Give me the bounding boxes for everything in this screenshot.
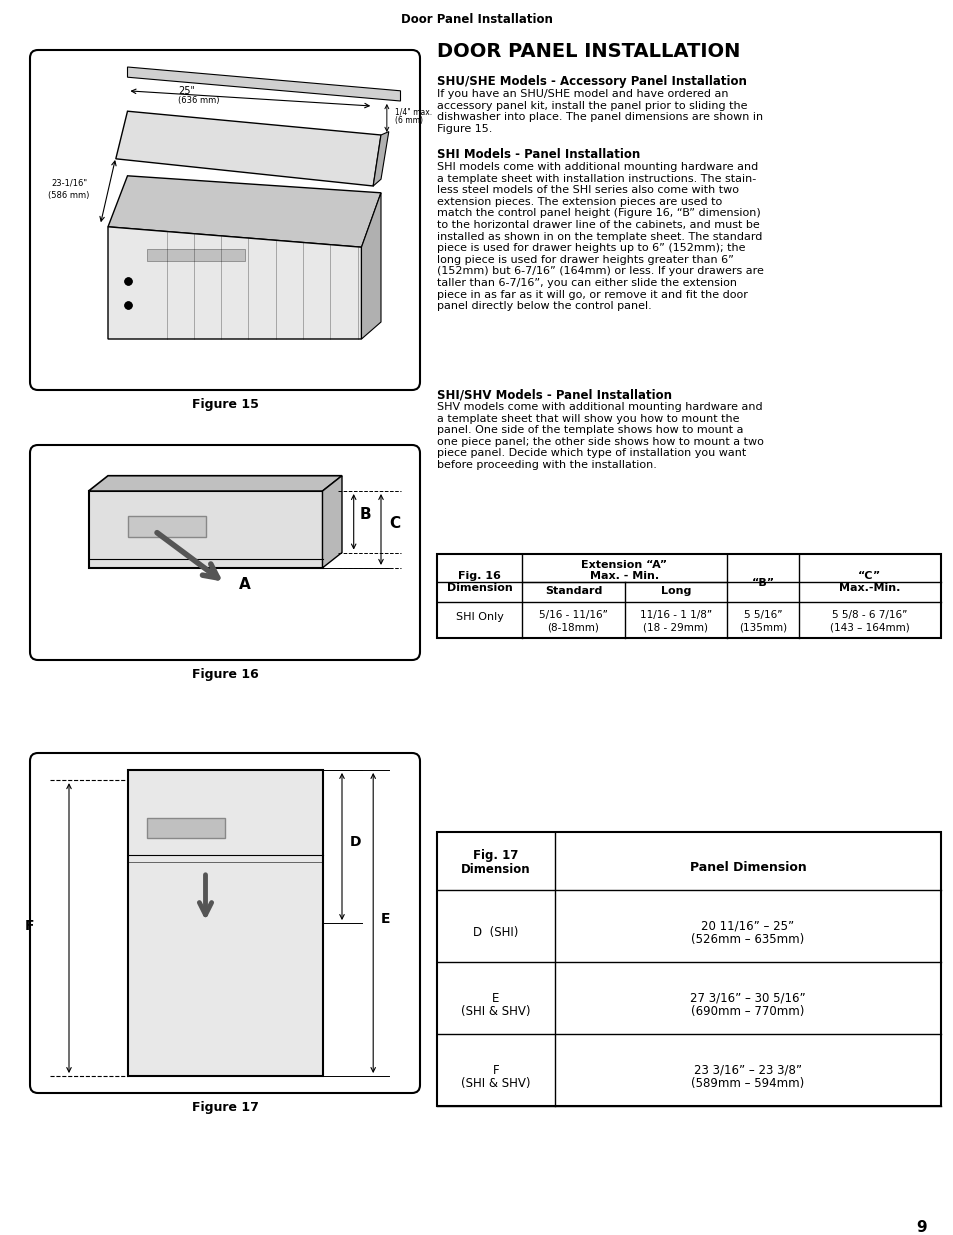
Polygon shape [89,475,341,492]
Text: Figure 16: Figure 16 [192,668,258,680]
Text: (SHI & SHV): (SHI & SHV) [460,1004,530,1018]
Text: Dimension: Dimension [460,863,530,876]
Text: SHI Only: SHI Only [456,613,503,622]
Bar [128,769,322,1076]
Polygon shape [115,111,380,186]
Text: (636 mm): (636 mm) [178,95,219,105]
Text: 27 3/16” – 30 5/16”: 27 3/16” – 30 5/16” [689,992,805,1004]
Text: E: E [492,992,499,1004]
Text: SHI/SHV Models - Panel Installation: SHI/SHV Models - Panel Installation [436,388,671,401]
Polygon shape [108,175,380,247]
Text: 5 5/8 - 6 7/16”: 5 5/8 - 6 7/16” [831,610,906,620]
Bar [128,516,205,537]
Text: SHU/SHE Models - Accessory Panel Installation: SHU/SHE Models - Accessory Panel Install… [436,75,746,88]
Bar [147,818,225,839]
Text: DOOR PANEL INSTALLATION: DOOR PANEL INSTALLATION [436,42,740,61]
Text: (135mm): (135mm) [739,622,786,632]
Text: 1/4" max.: 1/4" max. [395,107,432,116]
Text: 23-1/16": 23-1/16" [51,179,87,188]
Polygon shape [108,227,361,338]
Text: A: A [238,577,250,593]
Text: E: E [380,911,390,926]
Polygon shape [322,475,341,568]
Text: (SHI & SHV): (SHI & SHV) [460,1077,530,1089]
Bar [147,249,244,261]
Text: Standard: Standard [544,585,601,597]
Text: Figure 17: Figure 17 [192,1100,258,1114]
Bar [436,555,940,638]
Text: Fig. 16: Fig. 16 [457,571,500,580]
Text: Figure 15: Figure 15 [192,398,258,411]
Text: Max.-Min.: Max.-Min. [839,583,900,593]
Polygon shape [373,132,389,186]
Text: 5 5/16”: 5 5/16” [743,610,781,620]
Text: SHV models come with additional mounting hardware and
a template sheet that will: SHV models come with additional mounting… [436,403,763,471]
Text: Panel Dimension: Panel Dimension [689,861,805,874]
Text: Door Panel Installation: Door Panel Installation [400,14,553,26]
Text: D: D [350,836,361,850]
Text: (690mm – 770mm): (690mm – 770mm) [691,1004,803,1018]
Text: If you have an SHU/SHE model and have ordered an
accessory panel kit, install th: If you have an SHU/SHE model and have or… [436,89,762,133]
Text: 25": 25" [178,86,195,96]
Polygon shape [89,492,322,568]
Text: (589mm – 594mm): (589mm – 594mm) [691,1077,803,1089]
Text: 5/16 - 11/16”: 5/16 - 11/16” [538,610,607,620]
Text: Extension “A”: Extension “A” [580,559,667,571]
Text: (143 – 164mm): (143 – 164mm) [829,622,909,632]
Text: D  (SHI): D (SHI) [473,926,518,939]
Text: (6 mm): (6 mm) [395,116,422,125]
Text: “C”: “C” [858,571,881,580]
Polygon shape [361,193,380,338]
Text: B: B [359,506,371,521]
Text: (8-18mm): (8-18mm) [547,622,598,632]
Text: “B”: “B” [751,578,774,588]
Text: (586 mm): (586 mm) [49,191,90,200]
Text: Dimension: Dimension [446,583,512,593]
Text: F: F [492,1063,498,1077]
Text: 23 3/16” – 23 3/8”: 23 3/16” – 23 3/8” [693,1063,801,1077]
Text: C: C [389,516,399,531]
Text: 20 11/16” – 25”: 20 11/16” – 25” [700,920,794,932]
Text: Long: Long [660,585,691,597]
Text: (18 - 29mm): (18 - 29mm) [643,622,708,632]
Text: Fig. 17: Fig. 17 [473,848,518,862]
Text: SHI Models - Panel Installation: SHI Models - Panel Installation [436,148,639,161]
Text: 11/16 - 1 1/8”: 11/16 - 1 1/8” [639,610,711,620]
Bar [436,832,940,1107]
Text: F: F [25,919,34,932]
Text: Max. - Min.: Max. - Min. [589,571,659,580]
Polygon shape [128,67,400,101]
Text: 9: 9 [916,1220,926,1235]
Text: SHI models come with additional mounting hardware and
a template sheet with inst: SHI models come with additional mounting… [436,162,763,311]
Text: (526mm – 635mm): (526mm – 635mm) [691,932,803,946]
